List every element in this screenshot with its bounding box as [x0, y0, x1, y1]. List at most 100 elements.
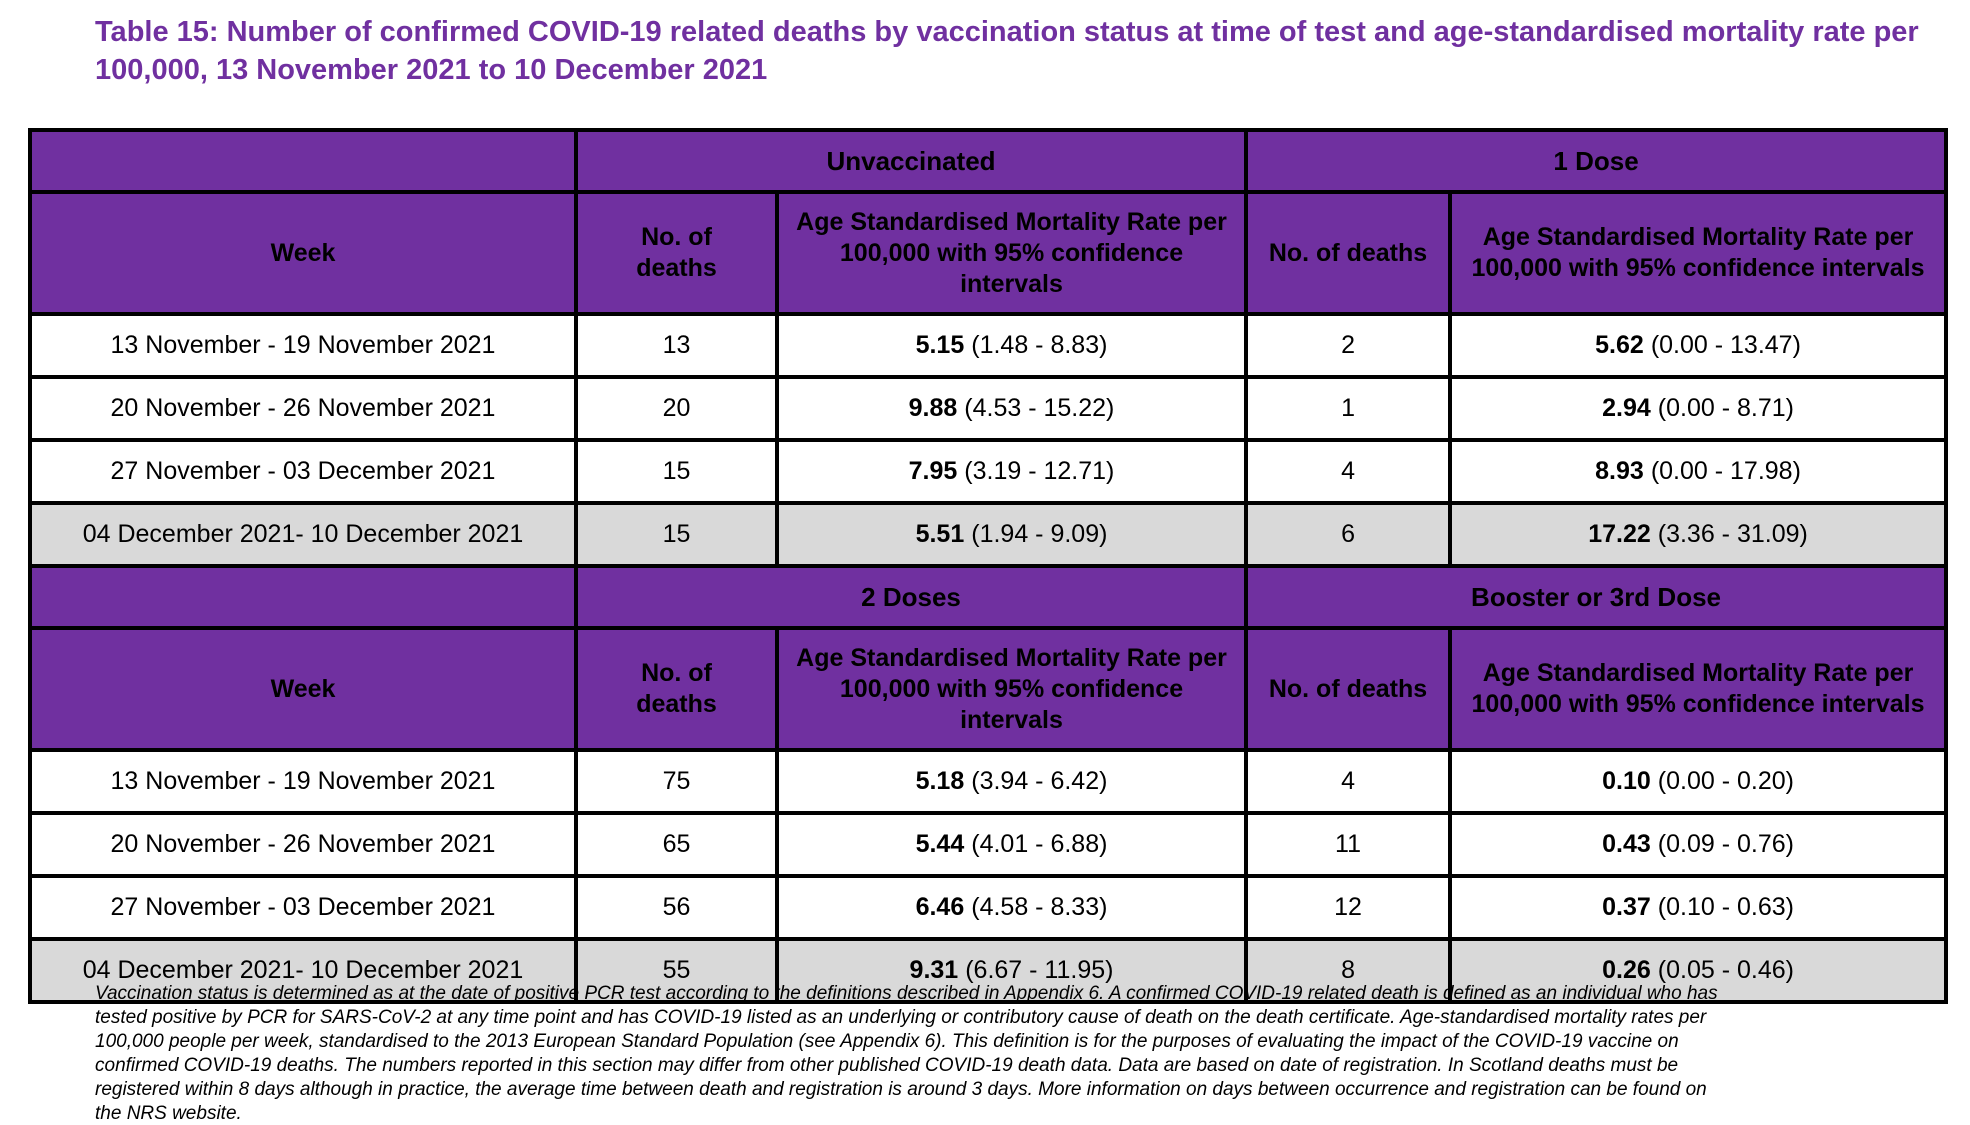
asmr-cell: 6.46 (4.58 - 8.33) — [774, 874, 1249, 941]
week-cell: 13 November - 19 November 2021 — [28, 748, 578, 815]
rate-ci: (0.00 - 0.20) — [1657, 767, 1794, 795]
group-header-booster: Booster or 3rd Dose — [1244, 564, 1949, 630]
col-header-asmr: Age Standardised Mortality Rate per 100,… — [1448, 626, 1949, 752]
asmr-cell: 9.31 (6.67 - 11.95) — [774, 937, 1249, 1004]
table-row: 04 December 2021- 10 December 2021 15 5.… — [28, 501, 1949, 568]
rate-ci: (4.01 - 6.88) — [971, 830, 1108, 858]
asmr-cell: 0.37 (0.10 - 0.63) — [1448, 874, 1949, 941]
rate-value: 5.18 — [915, 767, 965, 795]
deaths-cell: 75 — [574, 748, 779, 815]
rate-ci: (4.53 - 15.22) — [964, 394, 1115, 422]
footnote: Vaccination status is determined as at t… — [95, 982, 1718, 1125]
table-row: 13 November - 19 November 2021 13 5.15 (1… — [28, 312, 1949, 379]
rate-ci: (4.58 - 8.33) — [971, 893, 1108, 921]
asmr-cell: 5.18 (3.94 - 6.42) — [774, 748, 1249, 815]
footnote-line: confirmed COVID-19 deaths. The numbers r… — [95, 1055, 1679, 1076]
deaths-cell: 15 — [574, 438, 779, 505]
rate-value: 9.31 — [909, 956, 959, 984]
asmr-cell: 0.10 (0.00 - 0.20) — [1448, 748, 1949, 815]
rate-ci: (0.00 - 13.47) — [1650, 331, 1801, 359]
asmr-cell: 2.94 (0.00 - 8.71) — [1448, 375, 1949, 442]
asmr-cell: 0.26 (0.05 - 0.46) — [1448, 937, 1949, 1004]
rate-value: 17.22 — [1588, 520, 1651, 548]
group-header-row: 2 Doses Booster or 3rd Dose — [28, 564, 1949, 630]
col-header-asmr: Age Standardised Mortality Rate per 100,… — [774, 626, 1249, 752]
week-cell: 27 November - 03 December 2021 — [28, 438, 578, 505]
rate-value: 2.94 — [1602, 394, 1651, 422]
rate-value: 6.46 — [915, 893, 965, 921]
rate-value: 0.10 — [1602, 767, 1651, 795]
rate-ci: (3.94 - 6.42) — [971, 767, 1108, 795]
rate-value: 5.15 — [915, 331, 965, 359]
col-header-asmr: Age Standardised Mortality Rate per 100,… — [1448, 190, 1949, 316]
rate-value: 5.44 — [915, 830, 965, 858]
asmr-cell: 7.95 (3.19 - 12.71) — [774, 438, 1249, 505]
footnote-line: registered within 8 days although in pra… — [95, 1079, 1707, 1100]
column-header-row: Week No. of deaths Age Standardised Mort… — [28, 626, 1949, 752]
table-row: 27 November - 03 December 2021 15 7.95 (3… — [28, 438, 1949, 505]
rate-ci: (0.09 - 0.76) — [1657, 830, 1794, 858]
rate-value: 0.37 — [1602, 893, 1651, 921]
footnote-line: 100,000 people per week, standardised to… — [95, 1031, 1679, 1052]
asmr-cell: 5.15 (1.48 - 8.83) — [774, 312, 1249, 379]
deaths-cell: 6 — [1244, 501, 1453, 568]
deaths-cell: 65 — [574, 811, 779, 878]
col-header-week: Week — [28, 626, 578, 752]
group-header-2-doses: 2 Doses — [573, 564, 1249, 630]
rate-value: 0.43 — [1602, 830, 1651, 858]
asmr-cell: 5.44 (4.01 - 6.88) — [774, 811, 1249, 878]
week-cell: 13 November - 19 November 2021 — [28, 312, 578, 379]
rate-ci: (1.48 - 8.83) — [971, 331, 1108, 359]
rate-value: 0.26 — [1602, 956, 1651, 984]
deaths-cell: 20 — [574, 375, 779, 442]
col-header-deaths: No. of deaths — [574, 190, 779, 316]
column-header-row: Week No. of deaths Age Standardised Mort… — [28, 190, 1949, 316]
deaths-cell: 12 — [1244, 874, 1453, 941]
rate-value: 5.51 — [915, 520, 965, 548]
col-header-deaths: No. of deaths — [1244, 190, 1453, 316]
week-cell: 04 December 2021- 10 December 2021 — [28, 937, 578, 1004]
corner-spacer-cell — [28, 564, 578, 630]
rate-ci: (0.00 - 8.71) — [1657, 394, 1794, 422]
group-header-1-dose: 1 Dose — [1244, 128, 1949, 194]
rate-value: 9.88 — [908, 394, 958, 422]
week-cell: 20 November - 26 November 2021 — [28, 375, 578, 442]
table-row: 20 November - 26 November 2021 20 9.88 (4… — [28, 375, 1949, 442]
col-header-asmr: Age Standardised Mortality Rate per 100,… — [774, 190, 1249, 316]
rate-value: 7.95 — [908, 457, 958, 485]
corner-spacer-cell — [28, 128, 578, 194]
group-header-unvaccinated: Unvaccinated — [573, 128, 1249, 194]
col-header-week: Week — [28, 190, 578, 316]
rate-ci: (6.67 - 11.95) — [965, 956, 1114, 984]
deaths-cell: 11 — [1244, 811, 1453, 878]
asmr-cell: 9.88 (4.53 - 15.22) — [774, 375, 1249, 442]
deaths-cell: 15 — [574, 501, 779, 568]
footnote-line: the NRS website. — [95, 1103, 242, 1124]
table-row: 13 November - 19 November 2021 75 5.18 (3… — [28, 748, 1949, 815]
table-row: 27 November - 03 December 2021 56 6.46 (4… — [28, 874, 1949, 941]
rate-ci: (0.05 - 0.46) — [1657, 956, 1794, 984]
table-row: 20 November - 26 November 2021 65 5.44 (4… — [28, 811, 1949, 878]
rate-ci: (0.00 - 17.98) — [1650, 457, 1801, 485]
group-header-row: Unvaccinated 1 Dose — [28, 128, 1949, 194]
deaths-cell: 13 — [574, 312, 779, 379]
week-cell: 20 November - 26 November 2021 — [28, 811, 578, 878]
week-cell: 27 November - 03 December 2021 — [28, 874, 578, 941]
asmr-cell: 0.43 (0.09 - 0.76) — [1448, 811, 1949, 878]
deaths-cell: 2 — [1244, 312, 1453, 379]
asmr-cell: 8.93 (0.00 - 17.98) — [1448, 438, 1949, 505]
deaths-cell: 1 — [1244, 375, 1453, 442]
deaths-cell: 56 — [574, 874, 779, 941]
rate-ci: (0.10 - 0.63) — [1657, 893, 1794, 921]
week-cell: 04 December 2021- 10 December 2021 — [28, 501, 578, 568]
rate-ci: (3.19 - 12.71) — [964, 457, 1115, 485]
footnote-line: tested positive by PCR for SARS-CoV-2 at… — [95, 1007, 1707, 1028]
rate-value: 8.93 — [1595, 457, 1644, 485]
asmr-cell: 5.62 (0.00 - 13.47) — [1448, 312, 1949, 379]
col-header-deaths: No. of deaths — [1244, 626, 1453, 752]
col-header-deaths: No. of deaths — [574, 626, 779, 752]
covid-deaths-table: Unvaccinated 1 Dose Week No. of deaths A… — [28, 128, 1949, 1004]
rate-ci: (3.36 - 31.09) — [1657, 520, 1808, 548]
rate-ci: (1.94 - 9.09) — [971, 520, 1108, 548]
